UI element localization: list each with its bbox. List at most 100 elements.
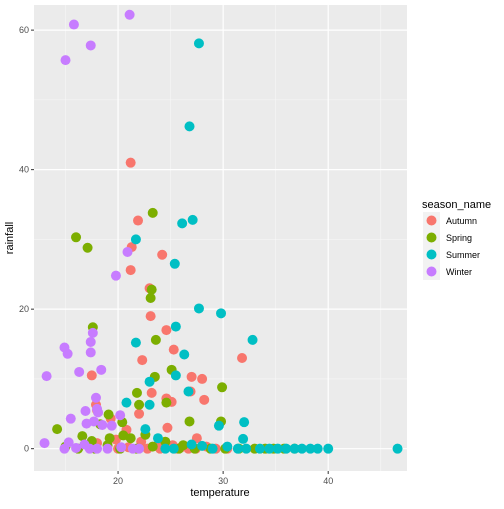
data-point-autumn <box>145 311 156 322</box>
data-point-autumn <box>125 265 136 276</box>
data-point-summer <box>152 433 163 444</box>
data-point-summer <box>305 443 316 454</box>
data-point-summer <box>323 443 334 454</box>
data-point-summer <box>281 443 292 454</box>
data-point-winter <box>62 348 73 359</box>
data-point-spring <box>77 431 88 442</box>
data-point-summer <box>144 376 155 387</box>
data-point-winter <box>134 443 145 454</box>
data-point-winter <box>65 413 76 424</box>
data-point-winter <box>74 366 85 377</box>
data-point-spring <box>52 424 63 435</box>
data-point-summer <box>216 308 227 319</box>
data-point-summer <box>264 443 275 454</box>
data-point-summer <box>296 443 307 454</box>
data-point-autumn <box>125 157 136 168</box>
data-point-winter <box>87 327 98 338</box>
axis-layer: 20 30 40 0 20 40 60 <box>19 25 333 486</box>
legend-keys: Autumn Spring Summer Winter <box>423 212 480 280</box>
data-point-winter <box>60 55 71 66</box>
data-point-spring <box>103 409 114 420</box>
y-tick-label: 20 <box>19 304 29 314</box>
data-point-summer <box>289 443 300 454</box>
data-point-summer <box>183 386 194 397</box>
data-point-autumn <box>157 249 168 260</box>
data-point-winter <box>90 392 101 403</box>
data-point-summer <box>121 397 132 408</box>
data-point-autumn <box>199 394 210 405</box>
data-point-summer <box>213 420 224 431</box>
data-point-winter <box>124 9 135 20</box>
data-point-winter <box>102 443 113 454</box>
data-point-autumn <box>161 325 172 336</box>
data-point-winter <box>110 270 121 281</box>
data-point-autumn <box>162 422 173 433</box>
data-point-summer <box>197 440 208 451</box>
data-point-winter <box>122 246 133 257</box>
data-point-summer <box>222 441 233 452</box>
data-point-winter <box>39 438 50 449</box>
data-point-autumn <box>86 370 97 381</box>
legend-title: season_name <box>422 199 491 211</box>
legend-label-winter: Winter <box>446 267 472 277</box>
legend-label-autumn: Autumn <box>446 216 477 226</box>
data-point-spring <box>145 292 156 303</box>
data-point-summer <box>179 349 190 360</box>
data-point-winter <box>80 406 91 417</box>
data-point-autumn <box>237 352 248 363</box>
data-point-winter <box>71 442 82 453</box>
data-point-summer <box>238 433 249 444</box>
data-point-winter <box>41 371 52 382</box>
data-point-summer <box>140 424 151 435</box>
data-point-summer <box>170 321 181 332</box>
data-point-summer <box>254 443 265 454</box>
data-point-summer <box>392 443 403 454</box>
legend: season_name Autumn Spring Summer Winter <box>422 199 491 280</box>
data-point-winter <box>68 19 79 30</box>
data-point-summer <box>186 439 197 450</box>
data-point-winter <box>115 410 126 421</box>
data-point-summer <box>247 334 258 345</box>
data-point-autumn <box>168 344 179 355</box>
data-point-spring <box>161 397 172 408</box>
x-tick-label: 40 <box>323 476 333 486</box>
legend-label-summer: Summer <box>446 250 480 260</box>
data-point-summer <box>144 399 155 410</box>
data-point-autumn <box>133 215 144 226</box>
data-point-spring <box>147 441 158 452</box>
x-tick-label: 30 <box>218 476 228 486</box>
data-point-summer <box>232 443 243 454</box>
data-point-summer <box>184 121 195 132</box>
data-point-winter <box>85 347 96 358</box>
data-point-winter <box>96 364 107 375</box>
x-tick-label: 20 <box>113 476 123 486</box>
data-point-summer <box>193 303 204 314</box>
y-tick-label: 40 <box>19 165 29 175</box>
data-point-summer <box>169 258 180 269</box>
data-point-summer <box>241 443 252 454</box>
data-point-summer <box>160 443 171 454</box>
data-point-winter <box>84 443 95 454</box>
data-point-autumn <box>134 408 145 419</box>
legend-key-spring <box>426 232 437 243</box>
y-tick-label: 0 <box>24 444 29 454</box>
data-point-spring <box>184 416 195 427</box>
data-point-summer <box>312 443 323 454</box>
data-point-summer <box>168 443 179 454</box>
data-point-winter <box>85 336 96 347</box>
data-point-summer <box>187 214 198 225</box>
plot-panel <box>34 5 407 471</box>
y-tick-label: 60 <box>19 25 29 35</box>
x-axis-title: temperature <box>190 487 249 499</box>
data-point-autumn <box>146 387 157 398</box>
data-point-autumn <box>137 355 148 366</box>
data-point-spring <box>134 399 145 410</box>
data-point-winter <box>106 420 117 431</box>
data-point-summer <box>239 417 250 428</box>
legend-key-winter <box>426 266 437 277</box>
data-point-summer <box>207 443 218 454</box>
data-point-autumn <box>197 373 208 384</box>
data-point-winter <box>85 40 96 51</box>
